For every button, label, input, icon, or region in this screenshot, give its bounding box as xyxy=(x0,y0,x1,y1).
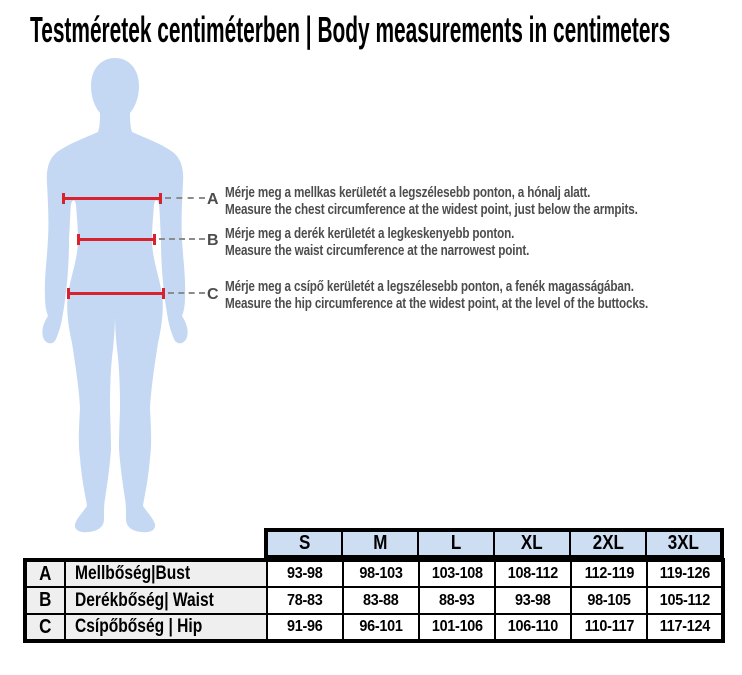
chest-description: Mérje meg a mellkas kerületét a legszéle… xyxy=(225,184,638,218)
hip-description-en: Measure the hip circumference at the wid… xyxy=(225,294,649,312)
size-header-m: M xyxy=(341,529,419,558)
waist-value-s: 78-83 xyxy=(266,586,344,615)
size-table-body: A Mellbőség|Bust 93-98 98-103 103-108 10… xyxy=(23,558,725,643)
hip-description: Mérje meg a csípő kerületét a legszélese… xyxy=(225,278,649,312)
waist-description: Mérje meg a derék kerületét a legkeskeny… xyxy=(225,225,530,259)
waist-measure-line xyxy=(77,234,156,245)
chest-description-en: Measure the chest circumference at the w… xyxy=(225,200,638,218)
waist-value-3xl: 105-112 xyxy=(646,586,724,615)
size-table-header: S M L XL 2XL 3XL xyxy=(264,528,724,559)
hip-measure-line xyxy=(67,288,165,299)
waist-value-2xl: 98-105 xyxy=(570,586,648,615)
row-letter: C xyxy=(24,613,66,642)
hip-value-m: 96-101 xyxy=(342,613,420,642)
row-label-waist: Derékbőség| Waist xyxy=(64,586,268,615)
hip-value-3xl: 117-124 xyxy=(646,613,724,642)
hip-value-2xl: 110-117 xyxy=(570,613,648,642)
size-header-xl: XL xyxy=(493,529,571,558)
bust-value-2xl: 112-119 xyxy=(570,559,648,588)
waist-letter: B xyxy=(207,232,219,249)
bust-value-3xl: 119-126 xyxy=(646,559,724,588)
row-letter: B xyxy=(24,586,66,615)
chest-measure-line xyxy=(62,193,162,204)
hip-value-s: 91-96 xyxy=(266,613,344,642)
hip-value-xl: 106-110 xyxy=(494,613,572,642)
chest-letter: A xyxy=(207,191,219,208)
size-header-2xl: 2XL xyxy=(569,529,647,558)
bust-value-s: 93-98 xyxy=(266,559,344,588)
waist-value-xl: 93-98 xyxy=(494,586,572,615)
waist-value-l: 88-93 xyxy=(418,586,496,615)
hip-letter: C xyxy=(207,286,219,303)
waist-connector-line xyxy=(159,238,205,240)
table-row-waist: B Derékbőség| Waist 78-83 83-88 88-93 93… xyxy=(24,586,724,615)
body-silhouette xyxy=(42,58,188,533)
hip-value-l: 101-106 xyxy=(418,613,496,642)
hip-description-hu: Mérje meg a csípő kerületét a legszélese… xyxy=(225,278,634,295)
chest-description-hu: Mérje meg a mellkas kerületét a legszéle… xyxy=(225,184,591,201)
chest-connector-line xyxy=(165,197,205,199)
row-label-bust: Mellbőség|Bust xyxy=(64,559,268,588)
size-header-s: S xyxy=(265,529,343,558)
waist-value-m: 83-88 xyxy=(342,586,420,615)
waist-description-hu: Mérje meg a derék kerületét a legkeskeny… xyxy=(225,225,515,242)
bust-value-m: 98-103 xyxy=(342,559,420,588)
table-row-bust: A Mellbőség|Bust 93-98 98-103 103-108 10… xyxy=(24,559,724,588)
hip-connector-line xyxy=(168,292,205,294)
size-header-3xl: 3XL xyxy=(645,529,723,558)
row-label-hip: Csípőbőség | Hip xyxy=(64,613,268,642)
bust-value-l: 103-108 xyxy=(418,559,496,588)
waist-description-en: Measure the waist circumference at the n… xyxy=(225,241,530,259)
size-header-row: S M L XL 2XL 3XL xyxy=(265,529,723,558)
table-row-hip: C Csípőbőség | Hip 91-96 96-101 101-106 … xyxy=(24,613,724,642)
bust-value-xl: 108-112 xyxy=(494,559,572,588)
page-title: Testméretek centiméterben | Body measure… xyxy=(30,9,671,50)
row-letter: A xyxy=(24,559,66,588)
size-header-l: L xyxy=(417,529,495,558)
